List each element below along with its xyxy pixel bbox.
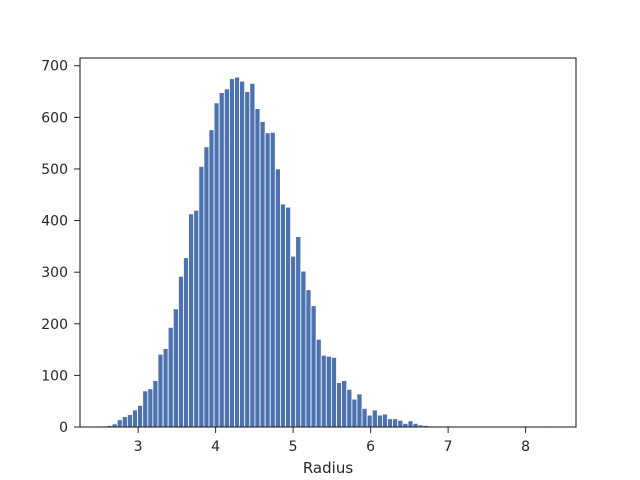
histogram-bar <box>183 257 189 428</box>
histogram-bar <box>325 355 332 428</box>
x-tick-label: 7 <box>444 439 453 455</box>
histogram-bar <box>356 393 363 428</box>
histogram-bar <box>223 88 230 428</box>
histogram-bar <box>290 255 297 428</box>
histogram-bar <box>300 270 307 428</box>
histogram-bar <box>280 203 286 428</box>
x-tick-label: 4 <box>211 439 220 455</box>
histogram-bar <box>137 404 144 428</box>
histogram-bar <box>126 414 133 428</box>
histogram-bar <box>152 380 159 428</box>
histogram-bar <box>315 338 322 428</box>
y-tick-label: 300 <box>41 265 68 281</box>
histogram-bar <box>341 380 348 428</box>
histogram-bar <box>320 354 327 428</box>
histogram-bar <box>346 388 353 428</box>
histogram-bar <box>157 353 164 428</box>
histogram-bar <box>213 102 220 428</box>
y-tick-label: 700 <box>41 59 68 75</box>
histogram-bar <box>203 146 210 428</box>
histogram-bar <box>336 382 343 428</box>
histogram-bar <box>351 398 358 428</box>
histogram-bar <box>234 76 241 428</box>
histogram-bar <box>295 236 302 428</box>
plot-frame <box>79 57 577 428</box>
histogram-bar <box>305 289 312 428</box>
histogram-bar <box>188 213 195 428</box>
histogram-bar <box>208 129 215 428</box>
y-tick-label: 400 <box>41 214 68 230</box>
histogram-bar <box>121 416 128 428</box>
histogram-bar <box>239 80 246 428</box>
histogram-bar <box>407 420 414 428</box>
histogram-bar <box>172 308 179 428</box>
y-tick-label: 100 <box>41 368 68 384</box>
histogram-bar <box>376 414 383 428</box>
histogram-bar <box>392 418 399 428</box>
histogram-bar <box>132 409 138 428</box>
histogram-bar <box>178 275 184 428</box>
y-axis: 0 100 200 300 400 500 600 700 <box>41 59 80 436</box>
histogram-bar <box>218 92 225 428</box>
histogram-bar <box>331 356 337 428</box>
bars-group <box>101 76 552 428</box>
histogram-bar <box>285 206 292 428</box>
histogram-bar <box>361 408 368 428</box>
histogram-bar <box>116 419 123 428</box>
histogram-bar <box>142 390 149 428</box>
histogram-bar <box>397 419 404 428</box>
histogram-bar <box>249 82 256 428</box>
histogram-bar <box>193 209 200 428</box>
histogram-bar <box>167 326 174 428</box>
y-tick-label: 0 <box>59 420 68 436</box>
x-tick-label: 8 <box>521 439 530 455</box>
histogram-bar <box>382 413 388 428</box>
histogram-bar <box>387 418 394 428</box>
histogram-bar <box>229 78 235 428</box>
y-tick-label: 500 <box>41 162 68 178</box>
histogram-bar <box>269 131 276 428</box>
histogram-bar <box>264 132 271 428</box>
histogram-bar <box>162 348 169 428</box>
y-tick-label: 600 <box>41 110 68 126</box>
y-tick-label: 200 <box>41 317 68 333</box>
histogram-bar <box>198 165 205 428</box>
histogram-bar <box>366 414 373 428</box>
x-tick-label: 5 <box>289 439 298 455</box>
x-tick-label: 3 <box>134 439 143 455</box>
histogram-bar <box>310 305 317 428</box>
x-axis: 3 4 5 6 7 8 <box>134 427 530 455</box>
histogram-bar <box>274 168 281 428</box>
histogram-bar <box>371 409 378 428</box>
histogram-bar <box>254 108 261 428</box>
x-axis-label: Radius <box>303 459 353 477</box>
histogram-bar <box>259 121 266 428</box>
histogram-bar <box>244 91 251 428</box>
x-tick-label: 6 <box>366 439 375 455</box>
histogram-bar <box>147 388 154 428</box>
